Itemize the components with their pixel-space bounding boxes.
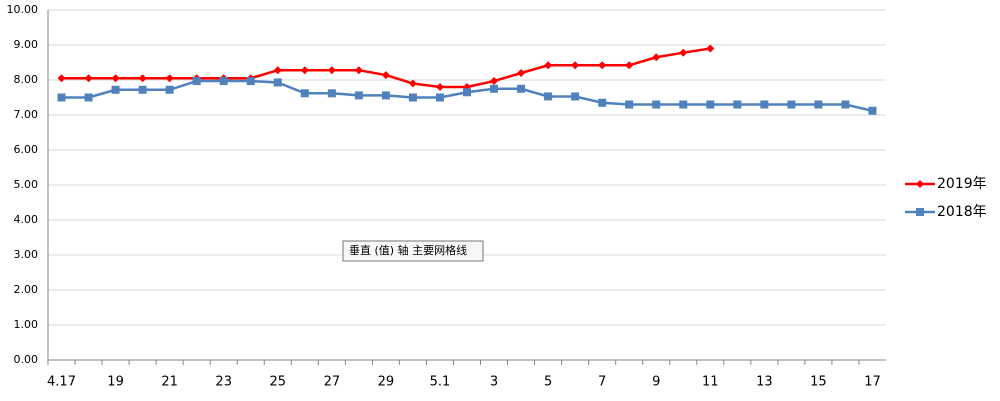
marker [408, 93, 417, 102]
marker [165, 85, 174, 94]
marker [84, 74, 93, 83]
marker [57, 74, 66, 83]
x-tick-label: 29 [378, 375, 395, 390]
y-tick-label: 2.00 [14, 283, 39, 296]
marker [544, 92, 553, 101]
marker [354, 66, 363, 75]
marker [787, 100, 796, 109]
marker [760, 100, 769, 109]
x-tick-label: 13 [756, 375, 773, 390]
x-tick-label: 17 [864, 375, 881, 390]
x-tick-label: 15 [810, 375, 827, 390]
x-tick-label: 21 [161, 375, 178, 390]
legend-label: 2019年 [937, 176, 987, 192]
marker [381, 91, 390, 100]
marker [84, 93, 93, 102]
x-tick-label: 25 [270, 375, 287, 390]
marker [841, 100, 850, 109]
marker [435, 83, 444, 91]
y-tick-label: 9.00 [14, 38, 39, 51]
marker [165, 74, 174, 83]
marker [544, 61, 553, 70]
marker [354, 91, 363, 100]
x-tick-label: 11 [702, 375, 719, 390]
marker [273, 66, 282, 75]
marker [598, 98, 607, 107]
marker [381, 71, 390, 80]
marker [300, 66, 309, 75]
marker [408, 79, 417, 88]
marker [138, 74, 147, 83]
marker [517, 69, 526, 77]
marker [327, 66, 336, 75]
marker [733, 100, 742, 109]
marker [57, 93, 66, 102]
x-tick-label: 27 [324, 375, 341, 390]
marker [625, 61, 634, 70]
y-tick-label: 6.00 [14, 143, 39, 156]
legend-label: 2018年 [937, 204, 987, 220]
x-tick-label: 4.17 [47, 375, 76, 390]
y-tick-label: 0.00 [14, 353, 39, 366]
marker [916, 180, 924, 188]
x-tick-label: 5.1 [430, 375, 451, 390]
marker [111, 85, 120, 94]
marker [192, 77, 201, 86]
marker [463, 88, 471, 97]
marker [868, 106, 877, 115]
marker [679, 48, 688, 57]
x-tick-label: 23 [215, 375, 232, 390]
tooltip-box [342, 240, 484, 262]
y-tick-label: 5.00 [14, 178, 39, 191]
y-tick-label: 7.00 [14, 108, 39, 121]
marker [706, 44, 715, 53]
marker [706, 100, 715, 109]
marker [219, 77, 228, 86]
marker [246, 77, 255, 86]
x-tick-label: 5 [544, 375, 552, 390]
y-tick-label: 8.00 [14, 73, 39, 86]
marker [814, 100, 823, 109]
marker [490, 84, 499, 93]
x-tick-label: 3 [490, 375, 498, 390]
y-tick-label: 10.00 [7, 3, 39, 16]
y-tick-label: 4.00 [14, 213, 39, 226]
x-tick-label: 7 [598, 375, 606, 390]
marker [273, 78, 282, 87]
marker [916, 208, 924, 216]
marker [571, 61, 580, 70]
tooltip-text: 垂直 (值) 轴 主要网格线 [349, 243, 467, 257]
x-tick-label: 9 [652, 375, 660, 390]
marker [327, 89, 336, 98]
marker [300, 89, 309, 98]
marker [435, 93, 444, 102]
y-tick-label: 1.00 [14, 318, 39, 331]
marker [652, 53, 661, 62]
marker [517, 84, 526, 93]
marker [111, 74, 120, 83]
marker [652, 100, 661, 109]
line [61, 47, 711, 89]
y-tick-label: 3.00 [14, 248, 39, 261]
marker [625, 100, 634, 109]
x-tick-label: 19 [107, 375, 124, 390]
marker [679, 100, 688, 109]
tooltip: 垂直 (值) 轴 主要网格线 [342, 240, 484, 262]
marker [490, 77, 499, 86]
marker [598, 61, 607, 70]
marker [571, 92, 580, 101]
marker [138, 85, 147, 94]
